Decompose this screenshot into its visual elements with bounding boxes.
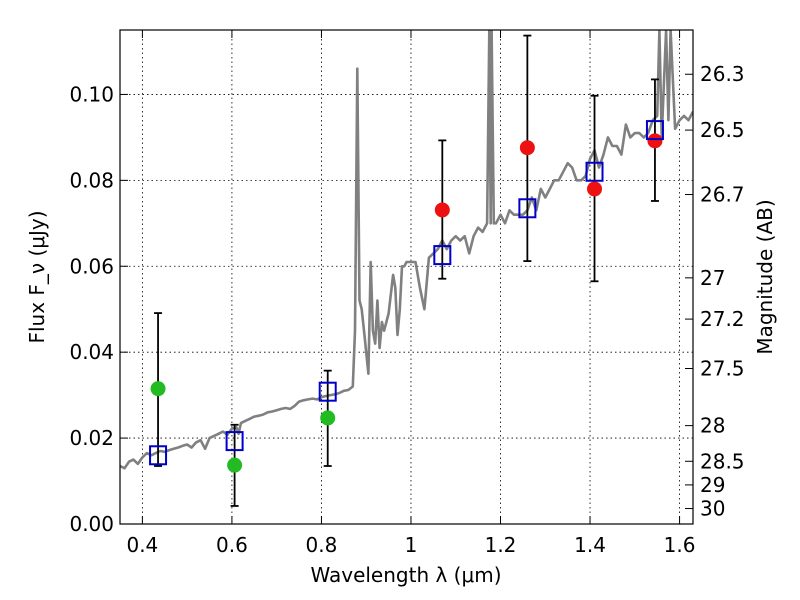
y-axis-label-text: Flux F_ν (μJy) <box>25 210 49 343</box>
x-tick-label: 1.6 <box>664 533 696 557</box>
data-points <box>149 34 664 507</box>
y-axis: 0.00 0.02 0.04 0.06 0.08 0.10 <box>69 82 128 536</box>
data-point-circle <box>227 457 243 473</box>
data-point-square <box>318 381 337 402</box>
right-tick-label: 27 <box>700 266 725 290</box>
data-point-square <box>433 245 452 266</box>
right-tick-label: 28.5 <box>700 449 745 473</box>
data-point-circle <box>587 181 603 197</box>
right-tick-label: 26.5 <box>700 118 745 142</box>
right-axis-label: Magnitude (AB) <box>753 199 777 354</box>
y-tick-label: 0.08 <box>69 168 114 192</box>
data-point-square <box>585 161 604 182</box>
y-axis-label: Flux F_ν (μJy) <box>25 210 49 343</box>
data-point-circle <box>150 381 166 397</box>
x-tick-label: 0.4 <box>126 533 158 557</box>
x-axis: 0.4 0.6 0.8 1 1.2 1.4 1.6 <box>126 30 695 557</box>
data-point-square <box>149 445 168 466</box>
data-point-circle <box>647 133 663 149</box>
y-tick-label: 0.06 <box>69 254 114 278</box>
plot-background <box>120 30 693 524</box>
y-tick-label: 0.02 <box>69 426 114 450</box>
data-point-circle <box>434 202 450 218</box>
x-tick-label: 0.8 <box>306 533 338 557</box>
data-point-square <box>645 120 664 141</box>
y-tick-label: 0.10 <box>69 82 114 106</box>
data-point-square <box>518 198 537 219</box>
y-tick-label: 0.00 <box>69 512 114 536</box>
x-axis-label: Wavelength λ (μm) <box>310 563 501 587</box>
x-tick-label: 0.6 <box>216 533 248 557</box>
plot-frame <box>119 29 694 525</box>
right-tick-label: 30 <box>700 497 725 521</box>
right-axis-label-text: Magnitude (AB) <box>753 199 777 354</box>
x-tick-label: 1.2 <box>485 533 517 557</box>
right-tick-label: 28 <box>700 414 725 438</box>
plot-frame-group <box>119 29 694 525</box>
x-axis-label-text: Wavelength λ (μm) <box>310 563 501 587</box>
data-point-square <box>225 431 244 452</box>
data-point-circle <box>519 140 535 156</box>
right-tick-label: 29 <box>700 473 725 497</box>
y-tick-label: 0.04 <box>69 340 114 364</box>
right-tick-label: 27.5 <box>700 356 745 380</box>
right-tick-label: 26.3 <box>700 62 745 86</box>
x-tick-label: 1 <box>405 533 418 557</box>
data-point-circle <box>320 410 336 426</box>
x-tick-label: 1.4 <box>574 533 606 557</box>
right-tick-label: 27.2 <box>700 307 745 331</box>
right-tick-label: 26.7 <box>700 183 745 207</box>
